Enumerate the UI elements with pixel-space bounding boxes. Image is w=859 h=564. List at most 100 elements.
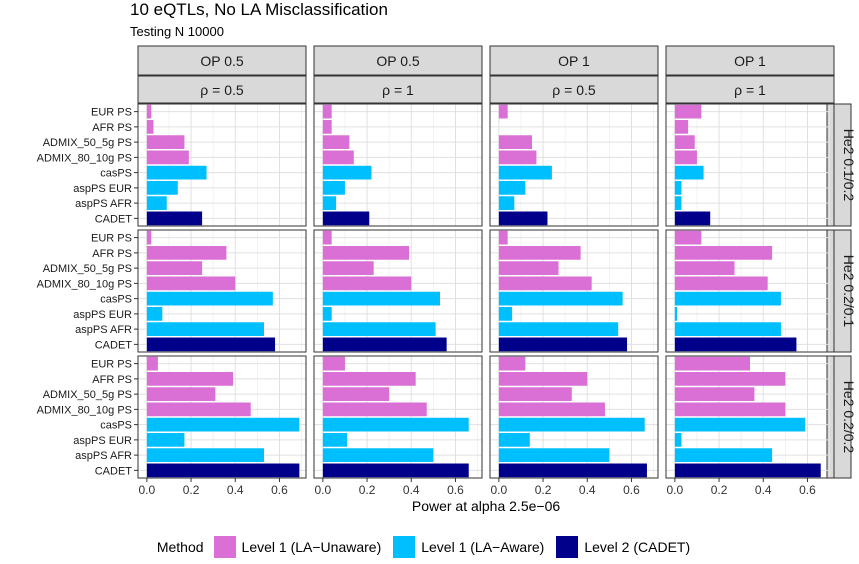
x-tick-label: 0.4 bbox=[227, 483, 244, 497]
legend-item-cadet: Level 2 (CADET) bbox=[556, 536, 690, 558]
bar bbox=[322, 150, 354, 165]
bar bbox=[322, 276, 412, 291]
y-tick-label: ADMIX_80_10g PS bbox=[37, 278, 132, 290]
legend-swatch-la-aware bbox=[393, 536, 416, 558]
bar bbox=[146, 356, 158, 371]
faceted-bar-chart: OP 0.5 ρ = 0.5 OP 0.5 ρ = 1 OP 1 ρ = 0.5 OP 1 ρ… bbox=[37, 45, 857, 514]
strip-rho-box-0 bbox=[137, 75, 307, 104]
panel-r2-c3: 0.0 0.2 0.4 0.6 bbox=[665, 355, 835, 497]
bar bbox=[674, 181, 682, 195]
bar bbox=[322, 291, 440, 306]
strip-he2-label-0: He2 0.1/0.2 bbox=[841, 129, 857, 202]
bar bbox=[674, 291, 781, 306]
y-tick-label: aspPS AFR bbox=[75, 198, 132, 210]
x-tick-label: 0.0 bbox=[666, 483, 683, 497]
bar bbox=[322, 322, 436, 336]
bar bbox=[498, 463, 647, 478]
bar bbox=[674, 150, 697, 165]
bar bbox=[146, 120, 154, 134]
x-axis-label: Power at alpha 2.5e−06 bbox=[412, 498, 560, 514]
strip-rho-label-2: ρ = 0.5 bbox=[552, 82, 596, 98]
panel-border bbox=[313, 355, 483, 479]
bar bbox=[498, 261, 559, 275]
bar bbox=[498, 291, 623, 306]
y-tick-label: CADET bbox=[95, 465, 133, 477]
y-tick-label: CADET bbox=[95, 339, 133, 351]
bar bbox=[498, 150, 537, 165]
bar bbox=[498, 276, 592, 291]
bar bbox=[322, 372, 416, 386]
panel-border bbox=[137, 229, 307, 353]
strip-op-label-1: OP 0.5 bbox=[376, 53, 420, 69]
y-tick-label: ADMIX_50_5g PS bbox=[43, 137, 132, 149]
bar bbox=[322, 448, 434, 462]
legend-label-cadet: Level 2 (CADET) bbox=[584, 539, 691, 555]
x-tick-label: 0.0 bbox=[490, 483, 507, 497]
bar bbox=[498, 337, 628, 352]
bar bbox=[146, 246, 227, 260]
x-tick-label: 0.2 bbox=[359, 483, 376, 497]
bar bbox=[146, 322, 264, 336]
bar bbox=[674, 276, 768, 291]
y-tick-label: aspPS AFR bbox=[75, 324, 132, 336]
y-tick-label: aspPS EUR bbox=[73, 183, 132, 195]
y-tick-label: casPS bbox=[100, 420, 132, 432]
legend-label-la-unaware: Level 1 (LA−Unaware) bbox=[241, 539, 382, 555]
strip-rho-label-0: ρ = 0.5 bbox=[200, 82, 244, 98]
bar bbox=[674, 417, 806, 432]
panel-r1-c3 bbox=[665, 229, 835, 353]
panel-r0-c2 bbox=[489, 103, 659, 227]
y-tick-label: aspPS EUR bbox=[73, 435, 132, 447]
x-tick-label: 0.6 bbox=[799, 483, 816, 497]
legend-item-la-aware: Level 1 (LA−Aware) bbox=[393, 536, 544, 558]
strip-op-box-3 bbox=[665, 45, 835, 76]
y-tick-label: ADMIX_50_5g PS bbox=[43, 263, 132, 275]
bar bbox=[498, 448, 610, 462]
x-tick-label: 0.4 bbox=[403, 483, 420, 497]
bar bbox=[322, 211, 370, 226]
y-tick-label: AFR PS bbox=[92, 374, 132, 386]
bar bbox=[146, 261, 203, 275]
legend-label-la-aware: Level 1 (LA−Aware) bbox=[421, 539, 545, 555]
strip-rho-label-3: ρ = 1 bbox=[734, 82, 766, 98]
legend-swatch-la-unaware bbox=[213, 536, 236, 558]
chart-subtitle: Testing N 10000 bbox=[130, 24, 224, 39]
bar bbox=[322, 135, 350, 149]
strip-he2-box-0 bbox=[826, 103, 852, 227]
bar bbox=[322, 165, 372, 180]
bar bbox=[498, 230, 508, 245]
bar bbox=[498, 196, 515, 210]
panel-r1-c2 bbox=[489, 229, 659, 353]
panel-r0-c1 bbox=[313, 103, 483, 227]
bar bbox=[322, 246, 410, 260]
x-tick-label: 0.6 bbox=[271, 483, 288, 497]
strip-rho-box-1 bbox=[313, 75, 483, 104]
bar bbox=[146, 150, 189, 165]
bar bbox=[498, 356, 526, 371]
bar bbox=[322, 463, 469, 478]
panel-r0-c3 bbox=[665, 103, 835, 227]
panel-r1-c1 bbox=[313, 229, 483, 353]
y-tick-label: casPS bbox=[100, 168, 132, 180]
bar bbox=[498, 104, 508, 119]
bar bbox=[322, 261, 374, 275]
x-tick-label: 0.2 bbox=[183, 483, 200, 497]
bar bbox=[674, 387, 755, 401]
x-tick-label: 0.0 bbox=[314, 483, 331, 497]
panel-r0-c0 bbox=[137, 103, 307, 227]
legend: Method Level 1 (LA−Unaware) Level 1 (LA−… bbox=[0, 534, 859, 560]
bar bbox=[498, 211, 548, 226]
bar bbox=[146, 135, 185, 149]
bar bbox=[146, 211, 203, 226]
x-tick-label: 0.0 bbox=[138, 483, 155, 497]
strip-he2-label-1: He2 0.2/0.1 bbox=[841, 255, 857, 328]
bar bbox=[674, 356, 750, 371]
bar bbox=[322, 417, 469, 432]
y-tick-label: aspPS EUR bbox=[73, 309, 132, 321]
bar bbox=[674, 211, 711, 226]
bar bbox=[146, 276, 236, 291]
y-tick-label: AFR PS bbox=[92, 122, 132, 134]
panel-border bbox=[489, 103, 659, 227]
bar bbox=[322, 387, 390, 401]
y-tick-label: EUR PS bbox=[91, 107, 132, 119]
